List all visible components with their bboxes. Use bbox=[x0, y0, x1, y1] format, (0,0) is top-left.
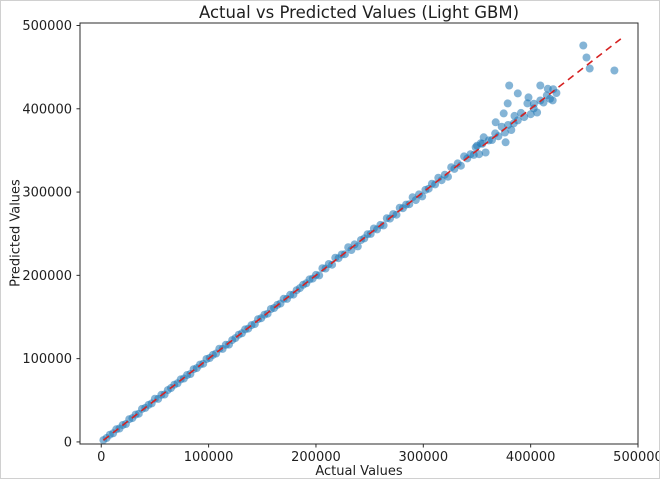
data-point bbox=[340, 250, 349, 259]
data-point bbox=[499, 109, 508, 118]
data-point bbox=[481, 148, 490, 157]
data-point bbox=[505, 81, 514, 90]
identity-line bbox=[102, 38, 622, 441]
data-point bbox=[524, 93, 533, 102]
data-point bbox=[431, 180, 440, 189]
data-point bbox=[328, 260, 337, 269]
x-tick-label: 100000 bbox=[184, 450, 234, 465]
data-point bbox=[503, 99, 512, 108]
data-point bbox=[548, 96, 557, 105]
x-tick-label: 300000 bbox=[398, 450, 448, 465]
x-tick-label: 500000 bbox=[613, 450, 660, 465]
plot-area bbox=[79, 22, 639, 445]
data-point bbox=[379, 221, 388, 230]
data-point bbox=[479, 133, 488, 142]
x-tick-label: 400000 bbox=[506, 450, 556, 465]
y-tick-label: 200000 bbox=[22, 269, 72, 284]
x-tick-label: 200000 bbox=[291, 450, 341, 465]
data-point bbox=[507, 126, 516, 134]
x-tick-label: 0 bbox=[97, 450, 105, 465]
data-point bbox=[513, 89, 522, 98]
data-point bbox=[529, 104, 538, 113]
data-point bbox=[523, 99, 532, 108]
data-point bbox=[491, 118, 500, 127]
data-point bbox=[475, 150, 484, 159]
y-tick-label: 0 bbox=[64, 435, 72, 450]
data-point bbox=[509, 119, 518, 128]
data-point bbox=[579, 41, 588, 50]
data-point bbox=[582, 53, 591, 62]
chart-title: Actual vs Predicted Values (Light GBM) bbox=[198, 3, 520, 22]
data-point bbox=[353, 242, 362, 251]
data-point bbox=[543, 84, 552, 93]
data-point bbox=[610, 66, 619, 75]
data-point bbox=[392, 210, 401, 219]
data-point bbox=[315, 271, 324, 280]
y-axis-label: Predicted Values bbox=[8, 179, 24, 287]
data-point bbox=[494, 132, 503, 141]
data-point bbox=[501, 138, 510, 147]
data-point bbox=[536, 81, 545, 90]
y-tick-label: 300000 bbox=[22, 186, 72, 201]
y-tick-label: 500000 bbox=[22, 19, 72, 34]
y-tick-label: 100000 bbox=[22, 352, 72, 367]
y-tick-label: 400000 bbox=[22, 102, 72, 117]
data-point bbox=[585, 64, 594, 73]
x-axis-label: Actual Values bbox=[315, 464, 403, 479]
